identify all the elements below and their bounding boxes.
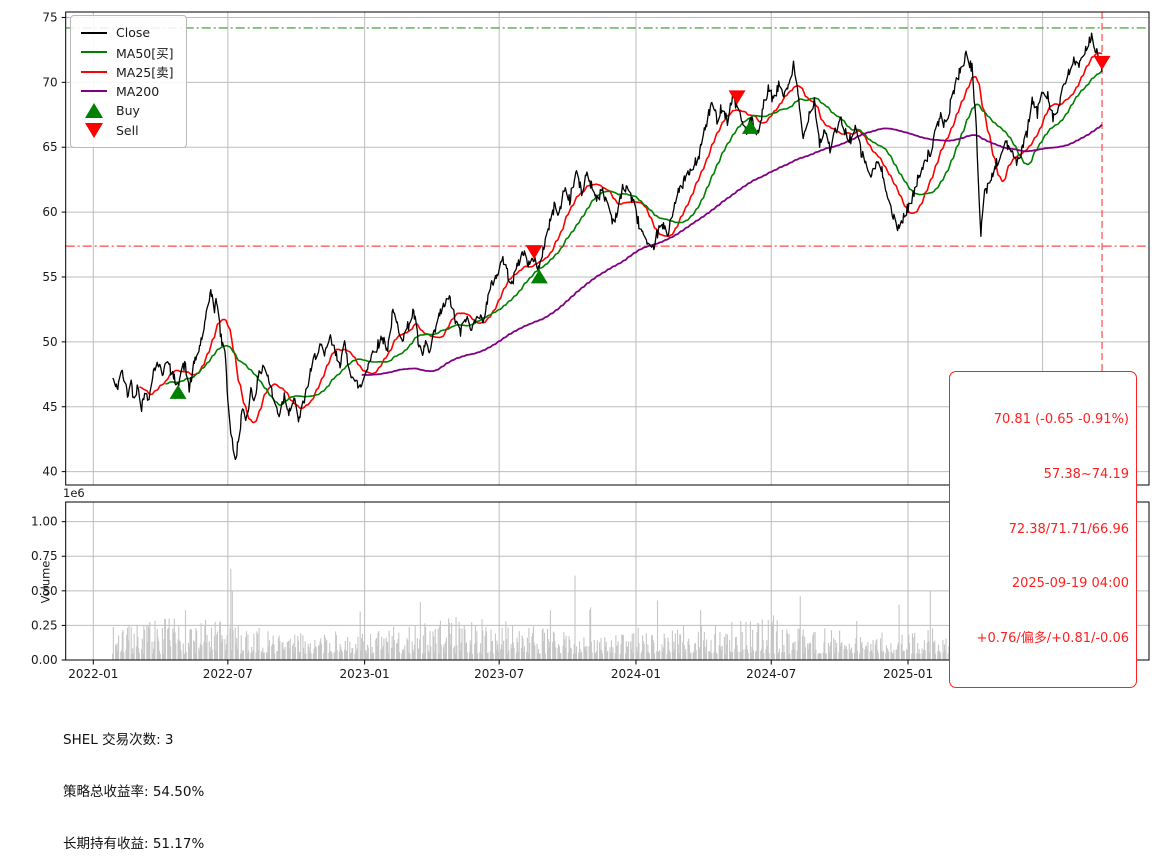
legend-label: MA50[买] xyxy=(116,45,174,61)
volume-plot-border xyxy=(65,501,1150,661)
legend-label: Buy xyxy=(116,103,140,119)
close-line xyxy=(112,32,1103,461)
x-tick-label: 2022-07 xyxy=(203,667,253,681)
legend-label: Close xyxy=(116,25,151,41)
buy-marker xyxy=(169,384,187,399)
legend-line-swatch xyxy=(81,70,107,73)
svg-text:1.00: 1.00 xyxy=(31,515,58,529)
svg-text:55: 55 xyxy=(42,270,57,284)
ma200-line xyxy=(361,123,1103,376)
axis-ticks xyxy=(61,16,1044,665)
x-tick-label: 2023-07 xyxy=(474,667,524,681)
x-tick-label: 2023-01 xyxy=(340,667,390,681)
price-volume-chart: 40 45 50 55 60 65 70 75 0.00 0.25 0.50 0.75 1.00 2022… xyxy=(31,10,1150,681)
sell-triangle-icon xyxy=(81,122,107,138)
legend-label: MA25[卖] xyxy=(116,65,174,81)
legend-label: MA200 xyxy=(116,83,160,99)
legend-label: Sell xyxy=(116,122,139,138)
svg-text:40: 40 xyxy=(42,465,57,479)
axis-tick-labels: 40 45 50 55 60 65 70 75 0.00 0.25 0.50 0.75 1.00 2022… xyxy=(31,10,1068,681)
volume-bars xyxy=(112,506,1103,660)
x-tick-label: 2022-01 xyxy=(68,667,118,681)
sell-marker xyxy=(728,90,746,105)
svg-text:75: 75 xyxy=(42,10,57,24)
volume-axis-label: Volume xyxy=(38,560,53,604)
buy-marker xyxy=(530,269,548,284)
summary-trade-count: SHEL 交易次数: 3 xyxy=(63,731,174,748)
price-plot-border xyxy=(65,11,1150,486)
ma50-line xyxy=(165,70,1103,406)
summary-strategy-return: 策略总收益率: 54.50% xyxy=(63,784,205,801)
legend: Close MA50[买] MA25[卖] MA200 Buy Sell xyxy=(70,15,187,148)
annotation-signal-line: +0.76/偏多/+0.81/-0.06 xyxy=(976,630,1129,646)
legend-item-buy: Buy xyxy=(81,101,174,121)
annotation-range-line: 57.38~74.19 xyxy=(1043,467,1129,483)
legend-line-swatch xyxy=(81,51,107,54)
svg-text:70: 70 xyxy=(42,75,57,89)
sell-marker xyxy=(525,245,543,260)
last-price-annotation: 70.81 (-0.65 -0.91%) 57.38~74.19 72.38/7… xyxy=(949,371,1137,689)
legend-item-sell: Sell xyxy=(81,121,174,141)
svg-text:50: 50 xyxy=(42,335,57,349)
svg-text:0.25: 0.25 xyxy=(31,618,58,632)
annotation-datetime-line: 2025-09-19 04:00 xyxy=(1011,576,1129,592)
svg-text:0.50: 0.50 xyxy=(31,584,58,598)
legend-item-close: Close xyxy=(81,23,174,43)
legend-item-ma200: MA200 xyxy=(81,82,174,102)
legend-line-swatch xyxy=(81,31,107,34)
sell-marker xyxy=(1093,55,1111,70)
legend-line-swatch xyxy=(81,90,107,93)
annotation-ma-line: 72.38/71.71/66.96 xyxy=(1008,521,1129,537)
trade-markers xyxy=(169,55,1111,399)
summary-hold-return: 长期持有收益: 51.17% xyxy=(63,836,205,853)
svg-text:60: 60 xyxy=(42,205,57,219)
buy-triangle-icon xyxy=(81,103,107,119)
x-tick-label: 2024-01 xyxy=(611,667,661,681)
svg-text:65: 65 xyxy=(42,140,57,154)
volume-scale-label: 1e6 xyxy=(63,486,85,500)
ma25-line xyxy=(139,52,1103,424)
svg-text:0.00: 0.00 xyxy=(31,653,58,667)
legend-item-ma25-: MA25[卖] xyxy=(81,62,174,82)
annotation-price-line: 70.81 (-0.65 -0.91%) xyxy=(993,412,1129,428)
svg-text:0.75: 0.75 xyxy=(31,549,58,563)
strategy-summary: SHEL 交易次数: 3 策略总收益率: 54.50% 长期持有收益: 51.1… xyxy=(63,697,504,857)
x-tick-label: 2024-07 xyxy=(746,667,796,681)
buy-marker xyxy=(741,119,759,134)
x-tick-label: 2025-01 xyxy=(883,667,933,681)
legend-item-ma50-: MA50[买] xyxy=(81,43,174,63)
svg-text:45: 45 xyxy=(42,400,57,414)
